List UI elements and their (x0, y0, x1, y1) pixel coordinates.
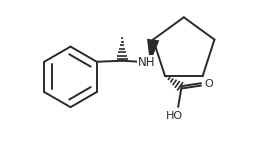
Text: O: O (204, 79, 213, 89)
Text: HO: HO (166, 111, 183, 121)
Polygon shape (147, 39, 159, 63)
Text: NH: NH (138, 56, 155, 69)
